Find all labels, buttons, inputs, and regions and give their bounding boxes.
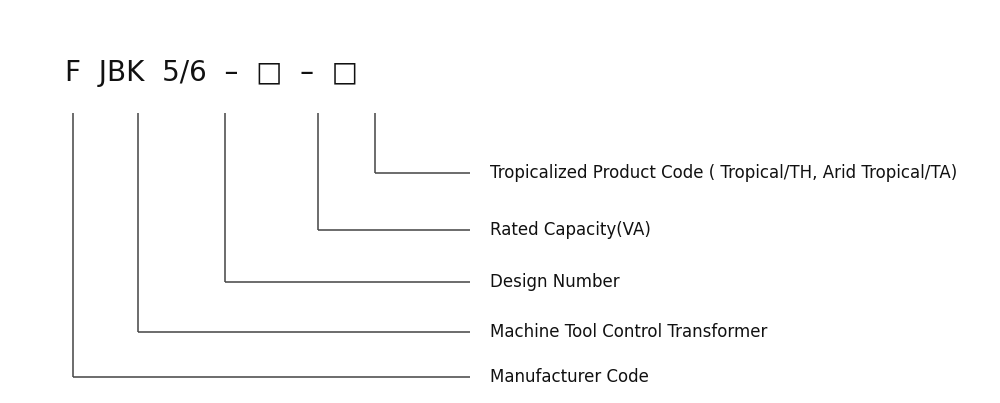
Text: Tropicalized Product Code ( Tropical/TH, Arid Tropical/TA): Tropicalized Product Code ( Tropical/TH,…: [490, 164, 957, 182]
Text: Manufacturer Code: Manufacturer Code: [490, 368, 649, 386]
Text: F  JBK  5/6  –  □  –  □: F JBK 5/6 – □ – □: [65, 58, 358, 87]
Text: Design Number: Design Number: [490, 273, 620, 291]
Text: Machine Tool Control Transformer: Machine Tool Control Transformer: [490, 324, 767, 341]
Text: Rated Capacity(VA): Rated Capacity(VA): [490, 221, 651, 239]
